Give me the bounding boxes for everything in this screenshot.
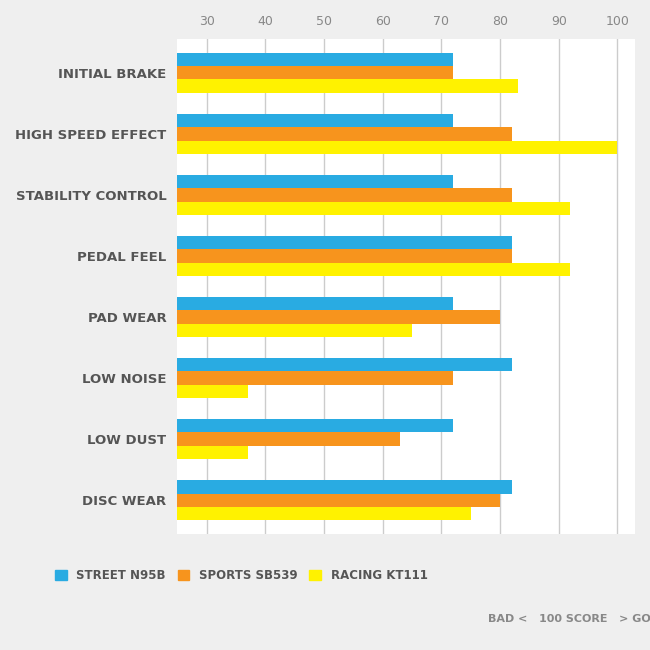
Bar [177,371,453,385]
Bar [177,419,453,432]
Bar [177,175,453,188]
Bar [177,432,400,446]
Bar [177,297,453,310]
Bar [177,446,248,460]
Bar [177,263,571,276]
Bar [177,385,248,398]
Legend: STREET N95B, SPORTS SB539, RACING KT111: STREET N95B, SPORTS SB539, RACING KT111 [55,569,428,582]
Bar [177,310,500,324]
Bar [177,507,471,521]
Bar [177,249,512,263]
Bar [177,358,512,371]
Bar [177,66,453,79]
Bar [177,324,412,337]
Bar [177,202,571,215]
Bar [177,236,512,249]
Text: BAD <   100 SCORE   > GOOD: BAD < 100 SCORE > GOOD [488,614,650,624]
Bar [177,480,512,493]
Bar [177,114,453,127]
Bar [177,127,512,140]
Bar [177,53,453,66]
Bar [177,493,500,507]
Bar [177,79,517,93]
Bar [177,188,512,202]
Bar [177,140,618,154]
